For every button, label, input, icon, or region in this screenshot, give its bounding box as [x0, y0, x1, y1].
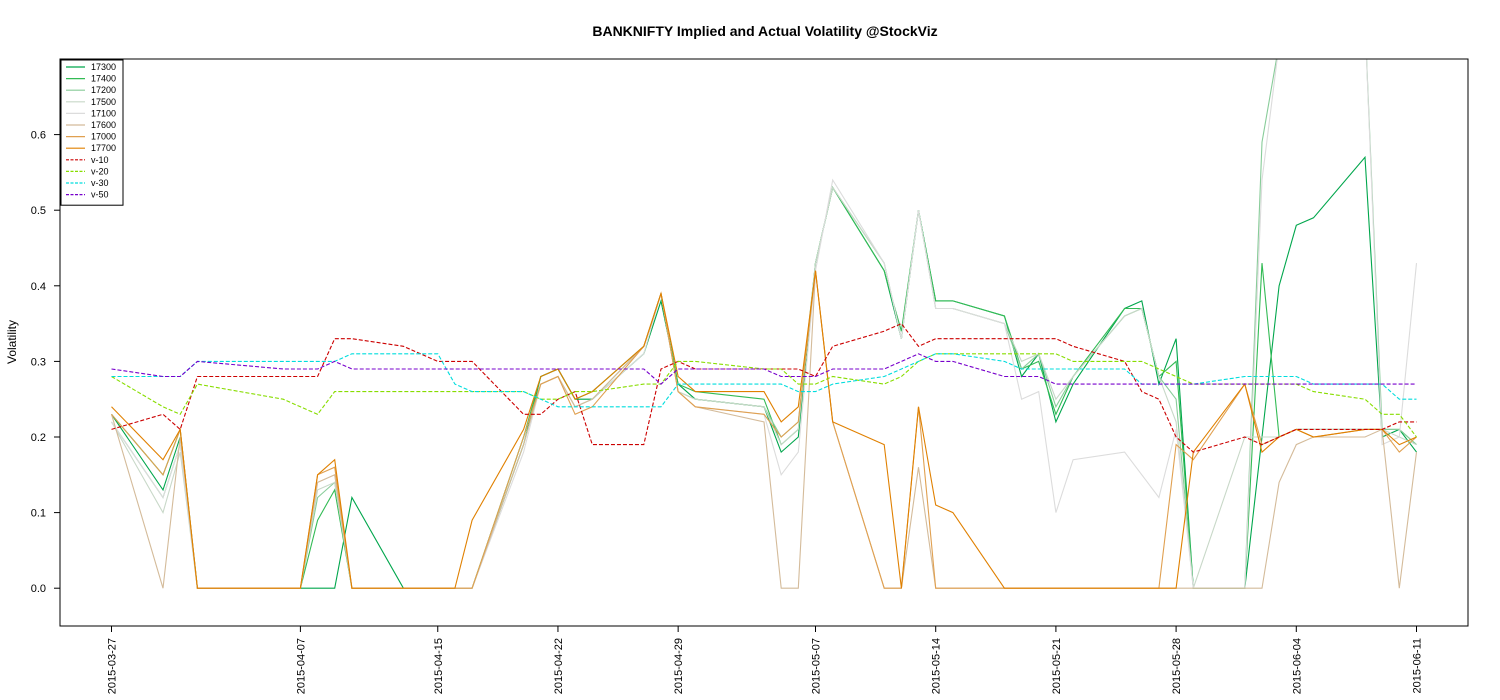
x-tick-label: 2015-05-14 [931, 638, 943, 694]
legend-label-17200: 17200 [91, 85, 116, 95]
series-line-v-10 [111, 322, 1417, 453]
x-tick-label: 2015-06-04 [1291, 638, 1303, 694]
plot-area [110, 59, 1418, 589]
y-tick-label: 0.5 [31, 205, 46, 217]
legend-label-17100: 17100 [91, 108, 116, 118]
legend-label-17400: 17400 [91, 74, 116, 84]
x-tick-label: 2015-05-28 [1171, 638, 1183, 694]
series-line-v-50 [111, 353, 1417, 385]
y-tick-label: 0.1 [31, 508, 46, 520]
legend-label-v-20: v-20 [91, 166, 109, 176]
axes: 0.0 0.1 0.2 0.3 0.4 0.5 0.6 2015-03-27 2015-04-0… [31, 130, 1424, 695]
legend-label-17000: 17000 [91, 132, 116, 142]
series-line-17300 [111, 155, 1417, 589]
legend-label-v-50: v-50 [91, 190, 109, 200]
series-line-17100 [111, 59, 1418, 589]
x-tick-label: 2015-04-15 [433, 638, 445, 694]
legend-label-17300: 17300 [91, 62, 116, 72]
legend-box [60, 59, 124, 206]
series-line-17400 [111, 186, 1417, 589]
x-tick-label: 2015-05-21 [1051, 638, 1063, 694]
series-line-17700 [111, 270, 1417, 589]
legend-label-v-10: v-10 [91, 155, 109, 165]
x-tick-label: 2015-05-07 [811, 638, 823, 694]
series-line-17200 [111, 59, 1417, 589]
x-tick-label: 2015-04-29 [673, 638, 685, 694]
y-tick-label: 0.3 [31, 356, 46, 368]
legend-label-17700: 17700 [91, 143, 116, 153]
legend-label-17600: 17600 [91, 120, 116, 130]
y-tick-label: 0.4 [31, 281, 46, 293]
series-line-17500 [111, 186, 1417, 589]
y-tick-label: 0.2 [31, 432, 46, 444]
y-tick-label: 0.0 [31, 583, 46, 595]
series-line-v-30 [111, 353, 1417, 408]
legend-label-v-30: v-30 [91, 178, 109, 188]
y-tick-label: 0.6 [31, 130, 46, 142]
chart-title: BANKNIFTY Implied and Actual Volatility … [592, 23, 937, 39]
plot-frame [59, 58, 1469, 627]
legend-label-17500: 17500 [91, 97, 116, 107]
x-tick-label: 2015-03-27 [107, 638, 119, 694]
x-tick-label: 2015-04-22 [553, 638, 565, 694]
x-tick-label: 2015-06-11 [1412, 638, 1424, 693]
x-tick-label: 2015-04-07 [295, 638, 307, 694]
y-axis-label: Volatility [5, 320, 19, 364]
